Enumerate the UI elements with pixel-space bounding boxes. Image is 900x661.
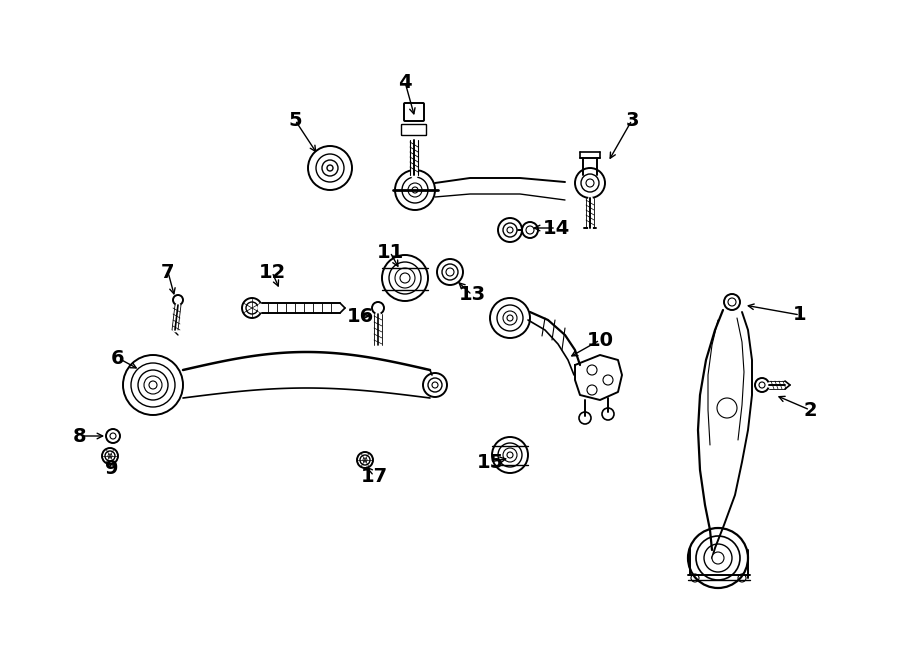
Circle shape: [586, 179, 594, 187]
Text: 7: 7: [161, 262, 175, 282]
Circle shape: [507, 315, 513, 321]
Circle shape: [149, 381, 157, 389]
Circle shape: [432, 382, 438, 388]
Text: 11: 11: [376, 243, 403, 262]
Circle shape: [400, 273, 410, 283]
Text: 8: 8: [73, 426, 86, 446]
Text: 6: 6: [112, 348, 125, 368]
Text: 1: 1: [793, 305, 806, 325]
Circle shape: [728, 298, 736, 306]
Text: 2: 2: [803, 401, 817, 420]
Circle shape: [110, 433, 116, 439]
Text: 15: 15: [476, 453, 504, 471]
Text: 9: 9: [105, 459, 119, 477]
Text: 4: 4: [398, 73, 412, 91]
Text: 14: 14: [543, 219, 570, 237]
Circle shape: [108, 454, 112, 458]
Text: 3: 3: [626, 110, 639, 130]
Circle shape: [446, 268, 454, 276]
Circle shape: [526, 226, 534, 234]
Circle shape: [363, 458, 367, 462]
Text: 13: 13: [458, 286, 486, 305]
Circle shape: [759, 382, 765, 388]
Text: 16: 16: [346, 307, 374, 325]
Circle shape: [507, 452, 513, 458]
Circle shape: [327, 165, 333, 171]
FancyBboxPatch shape: [401, 124, 427, 136]
FancyBboxPatch shape: [404, 103, 424, 121]
Circle shape: [412, 187, 418, 193]
Circle shape: [712, 552, 724, 564]
Text: 10: 10: [587, 330, 614, 350]
Circle shape: [507, 227, 513, 233]
Text: 5: 5: [288, 110, 302, 130]
Text: 12: 12: [258, 262, 285, 282]
Text: 17: 17: [360, 467, 388, 485]
